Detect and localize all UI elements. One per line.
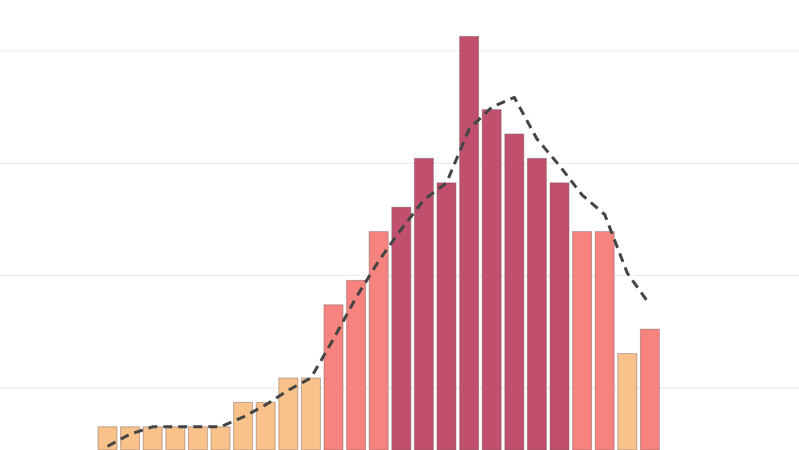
bar-16: [459, 35, 480, 450]
bar-8: [278, 377, 299, 450]
bar-23: [617, 353, 638, 450]
bar-3: [165, 426, 186, 450]
bar-17: [481, 109, 502, 450]
bar-21: [572, 231, 593, 450]
bar-24: [639, 328, 660, 450]
bar-5: [210, 426, 231, 450]
bar-18: [504, 133, 525, 450]
bar-13: [391, 206, 412, 450]
bar-4: [187, 426, 208, 450]
bar-0: [97, 426, 118, 450]
bar-22: [594, 231, 615, 450]
bars: [97, 35, 660, 450]
bar-20: [549, 182, 570, 450]
bar-2: [142, 426, 163, 450]
bar-10: [323, 304, 344, 450]
bar-15: [436, 182, 457, 450]
bar-6: [233, 401, 254, 450]
bar-12: [368, 231, 389, 450]
bar-7: [255, 401, 276, 450]
bar-14: [413, 157, 434, 450]
trend-line: [106, 95, 652, 448]
bar-9: [300, 377, 321, 450]
bar-19: [526, 157, 547, 450]
bar-11: [346, 279, 367, 450]
trend-line-group: [106, 95, 652, 448]
